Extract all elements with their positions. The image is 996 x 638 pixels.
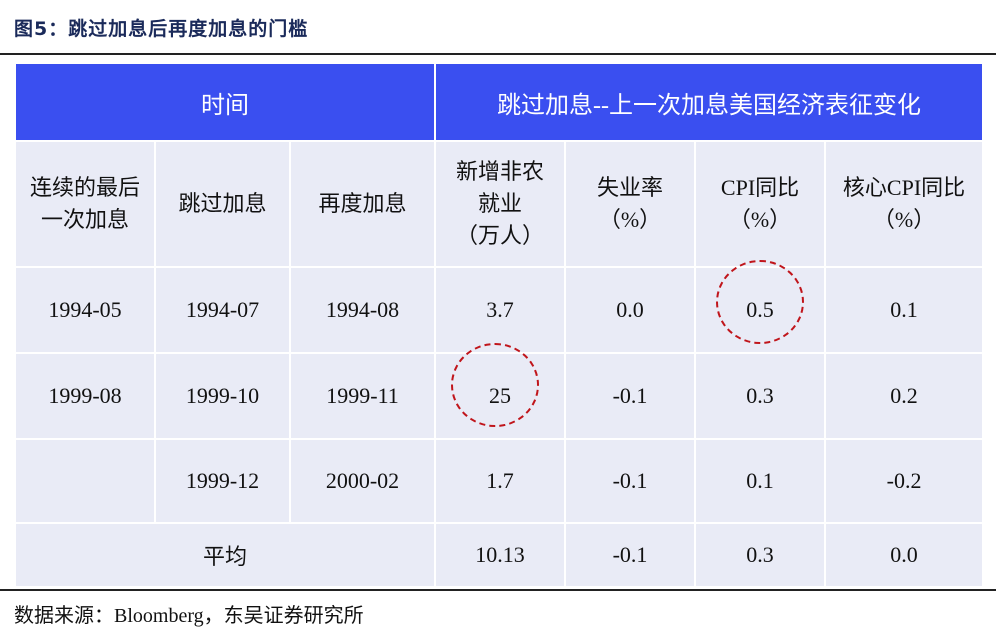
cell-last-hike: 1994-05 (14, 266, 156, 354)
cell-unemployment: -0.1 (564, 352, 697, 440)
subheader-unemployment: 失业率 （%） (564, 140, 697, 268)
table-row: 1999-08 1999-10 1999-11 25 -0.1 0.3 0.2 (14, 343, 985, 440)
subheader-resume-hike: 再度加息 (288, 140, 437, 268)
table-row: 1999-12 2000-02 1.7 -0.1 0.1 -0.2 (14, 438, 985, 524)
cell-nonfarm: 1.7 (434, 438, 567, 524)
average-cpi: 0.3 (694, 522, 827, 588)
average-nonfarm: 10.13 (434, 522, 567, 588)
cell-skip-hike: 1994-07 (154, 266, 291, 354)
header-time: 时间 (13, 62, 437, 142)
header-change: 跳过加息--上一次加息美国经济表征变化 (434, 62, 985, 142)
highlight-circle (716, 260, 805, 344)
subheader-nonfarm: 新增非农 就业 （万人） (434, 140, 567, 268)
subheader-core-cpi: 核心CPI同比 （%） (824, 140, 985, 268)
average-label: 平均 (13, 522, 437, 588)
data-table: 时间 跳过加息--上一次加息美国经济表征变化 连续的最后 一次加息 跳过加息 再度… (13, 62, 985, 588)
subheader-cpi: CPI同比 （%） (694, 140, 827, 268)
bottom-rule (0, 589, 996, 591)
cell-resume-hike: 1994-08 (288, 266, 437, 354)
cell-nonfarm: 3.7 (434, 266, 567, 354)
cell-cpi: 0.5 (694, 260, 827, 354)
group-header-row: 时间 跳过加息--上一次加息美国经济表征变化 (13, 62, 985, 142)
cell-unemployment: -0.1 (564, 438, 697, 524)
highlight-circle (451, 343, 540, 427)
cell-core-cpi: -0.2 (824, 438, 985, 524)
average-core-cpi: 0.0 (824, 522, 985, 588)
subheader-last-hike: 连续的最后 一次加息 (14, 140, 156, 268)
average-row: 平均 10.13 -0.1 0.3 0.0 (13, 522, 985, 588)
cell-nonfarm: 25 (434, 343, 567, 440)
subheader-skip-hike: 跳过加息 (154, 140, 291, 268)
cell-skip-hike: 1999-12 (154, 438, 291, 524)
cell-cpi: 0.3 (694, 352, 827, 440)
cell-unemployment: 0.0 (564, 266, 697, 354)
cell-cpi: 0.1 (694, 438, 827, 524)
average-unemployment: -0.1 (564, 522, 697, 588)
cell-last-hike (14, 438, 156, 524)
cell-core-cpi: 0.1 (824, 266, 985, 354)
source-note: 数据来源：Bloomberg，东吴证券研究所 (14, 605, 364, 627)
cell-last-hike: 1999-08 (14, 352, 156, 440)
cell-resume-hike: 2000-02 (288, 438, 437, 524)
cell-resume-hike: 1999-11 (288, 352, 437, 440)
table-row: 1994-05 1994-07 1994-08 3.7 0.0 0.5 0.1 (14, 260, 985, 354)
cell-skip-hike: 1999-10 (154, 352, 291, 440)
top-rule (0, 53, 996, 55)
cell-core-cpi: 0.2 (824, 352, 985, 440)
sub-header-row: 连续的最后 一次加息 跳过加息 再度加息 新增非农 就业 （万人） 失业率 （%） CP… (14, 140, 985, 268)
figure-title: 图5：跳过加息后再度加息的门槛 (14, 18, 309, 40)
